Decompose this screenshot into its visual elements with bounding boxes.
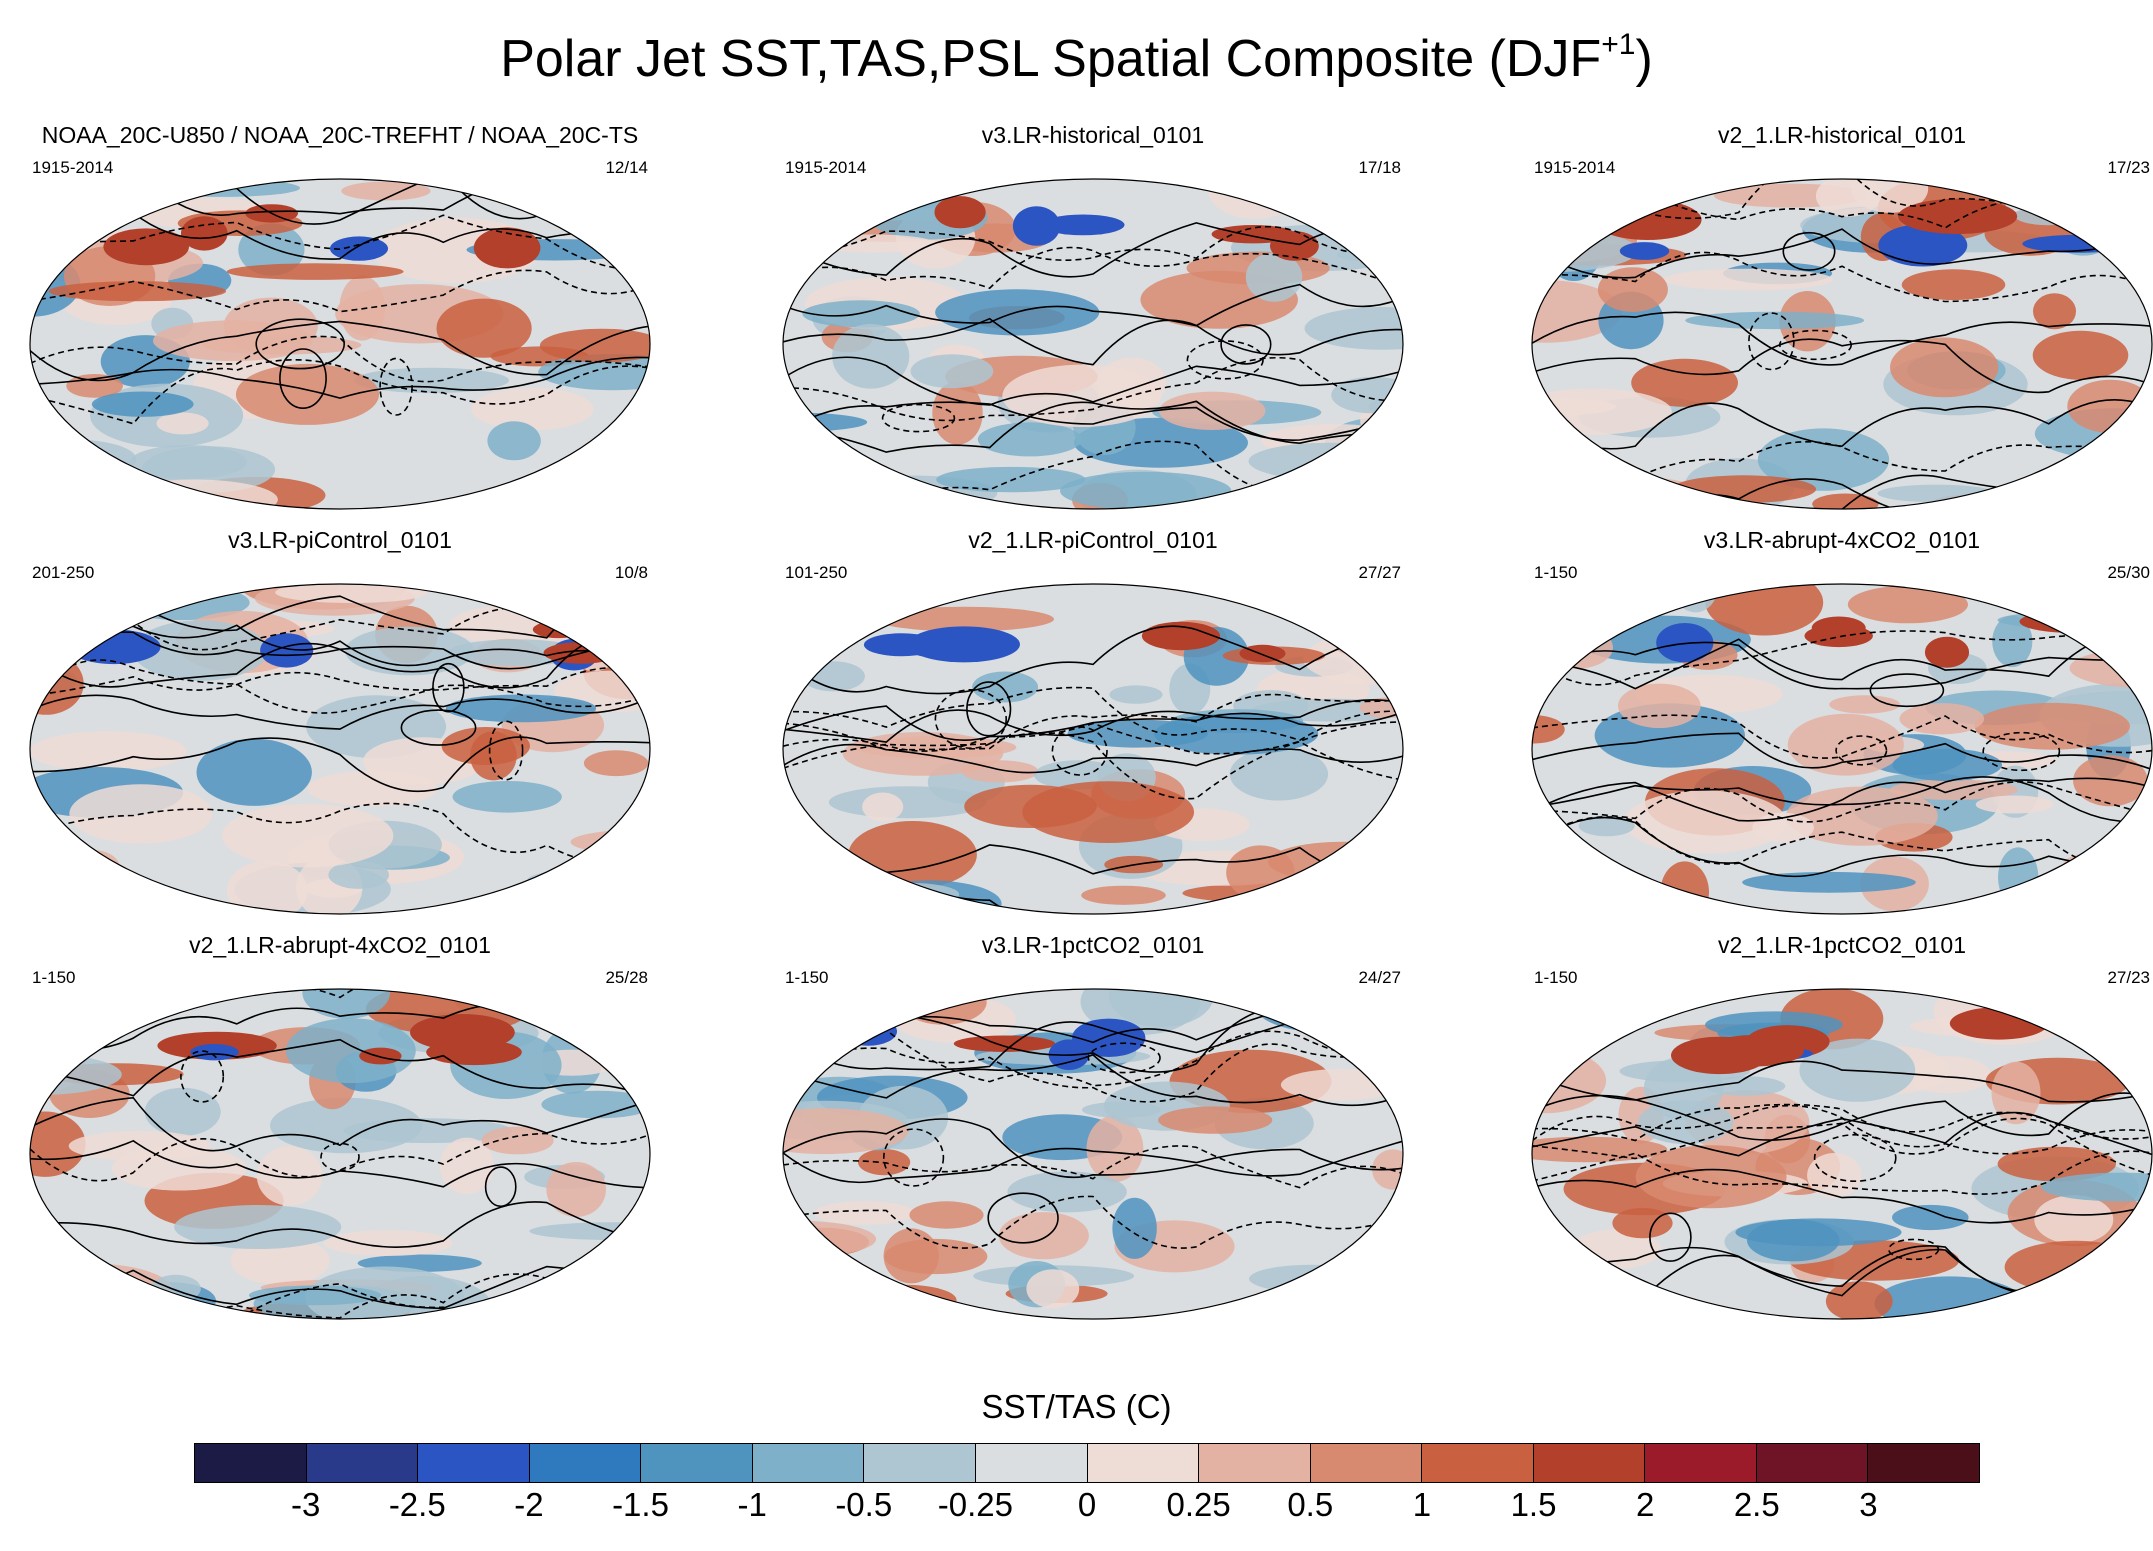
colorbar-tick-label: 3 [1859,1486,1878,1523]
map-panel: v2_1.LR-1pctCO2_0101 1-150 27/23 [1512,932,2153,1337]
panel-period: 101-250 [785,563,848,582]
map-panel: v3.LR-historical_0101 1915-2014 17/18 [763,122,1423,527]
world-map [1531,178,2153,510]
world-map [29,583,651,915]
world-map [782,178,1404,510]
panel-title: v2_1.LR-abrupt-4xCO2_0101 [189,932,491,958]
world-map [29,178,651,510]
map-panel: v3.LR-abrupt-4xCO2_0101 1-150 25/30 [1512,527,2153,932]
colorbar [194,1443,1980,1483]
panel-title: v2_1.LR-historical_0101 [1717,122,1967,148]
world-map [29,988,651,1320]
colorbar-tick-label: -3 [290,1486,321,1523]
world-map [1531,583,2153,915]
panel-ratio: 27/27 [1358,563,1401,582]
panel-ratio: 25/28 [605,968,648,987]
map-panel: NOAA_20C-U850 / NOAA_20C-TREFHT / NOAA_2… [10,122,670,527]
world-map [1531,988,2153,1320]
colorbar-ticks: -3 -2.5 -2 -1.5 -1 -0.5 -0.25 0 0.25 0.5 1 1.5 2 2.5 3 [0,1486,2153,1536]
figure-title-text: Polar Jet SST,TAS,PSL Spatial Composite … [500,30,1602,88]
colorbar-swatch [418,1444,530,1482]
colorbar-tick-label: -0.25 [937,1486,1013,1523]
colorbar-tick-label: 0 [1077,1486,1097,1523]
panel-ratio: 27/23 [2107,968,2150,987]
colorbar-swatch [1756,1444,1869,1482]
panel-period: 1-150 [32,968,76,987]
panel-period: 1-150 [1534,563,1578,582]
colorbar-tick-label: 1 [1412,1486,1432,1523]
panel-period: 1915-2014 [785,158,867,177]
panel-ratio: 10/8 [614,563,648,582]
panel-title: v3.LR-piControl_0101 [228,527,452,553]
colorbar-tick-label: -0.5 [835,1486,893,1523]
world-map [782,988,1404,1320]
map-panel: v2_1.LR-historical_0101 1915-2014 17/23 [1512,122,2153,527]
colorbar-tick-label: -2.5 [388,1486,446,1523]
colorbar-swatch [1310,1444,1423,1482]
panel-title: v2_1.LR-piControl_0101 [968,527,1218,553]
colorbar-swatch [306,1444,419,1482]
map-panel: v3.LR-piControl_0101 201-250 10/8 [10,527,670,932]
colorbar-tick-label: -1 [737,1486,767,1523]
panel-ratio: 17/23 [2107,158,2150,177]
colorbar-swatch [1087,1444,1200,1482]
colorbar-tick-label: 0.25 [1166,1486,1231,1523]
map-panel: v2_1.LR-abrupt-4xCO2_0101 1-150 25/28 [10,932,670,1337]
colorbar-tick-label: -2 [514,1486,544,1523]
colorbar-tick-label: 0.5 [1287,1486,1334,1523]
panel-title: v3.LR-1pctCO2_0101 [981,932,1205,958]
panel-ratio: 24/27 [1358,968,1401,987]
panel-period: 201-250 [32,563,95,582]
colorbar-swatch [1533,1444,1646,1482]
colorbar-swatch [1645,1444,1757,1482]
panel-ratio: 17/18 [1358,158,1401,177]
colorbar-tick-label: -1.5 [612,1486,669,1523]
colorbar-tick-label: 2.5 [1733,1486,1780,1523]
panel-period: 1915-2014 [32,158,114,177]
colorbar-swatch [1199,1444,1311,1482]
colorbar-swatch [975,1444,1088,1482]
panel-ratio: 25/30 [2107,563,2150,582]
colorbar-tick-label: 1.5 [1510,1486,1557,1523]
panel-period: 1-150 [785,968,829,987]
panel-title: v2_1.LR-1pctCO2_0101 [1717,932,1967,958]
figure-title-superscript: +1 [1601,28,1636,61]
map-panel: v2_1.LR-piControl_0101 101-250 27/27 [763,527,1423,932]
panel-title: v3.LR-abrupt-4xCO2_0101 [1703,527,1981,553]
figure-title: Polar Jet SST,TAS,PSL Spatial Composite … [0,28,2153,89]
panel-period: 1-150 [1534,968,1578,987]
map-panel: v3.LR-1pctCO2_0101 1-150 24/27 [763,932,1423,1337]
panel-title: NOAA_20C-U850 / NOAA_20C-TREFHT / NOAA_2… [41,122,639,148]
figure-title-close: ) [1635,30,1653,88]
colorbar-tick-label: 2 [1635,1486,1655,1523]
colorbar-swatch [752,1444,865,1482]
panel-title: v3.LR-historical_0101 [981,122,1205,148]
colorbar-title: SST/TAS (C) [981,1388,1172,1425]
colorbar-swatch [529,1444,642,1482]
colorbar-swatch [864,1444,976,1482]
panel-period: 1915-2014 [1534,158,1616,177]
world-map [782,583,1404,915]
panel-ratio: 12/14 [605,158,648,177]
colorbar-swatch [1422,1444,1534,1482]
colorbar-swatch [641,1444,753,1482]
colorbar-swatch [195,1444,307,1482]
colorbar-swatch [1868,1444,1979,1482]
